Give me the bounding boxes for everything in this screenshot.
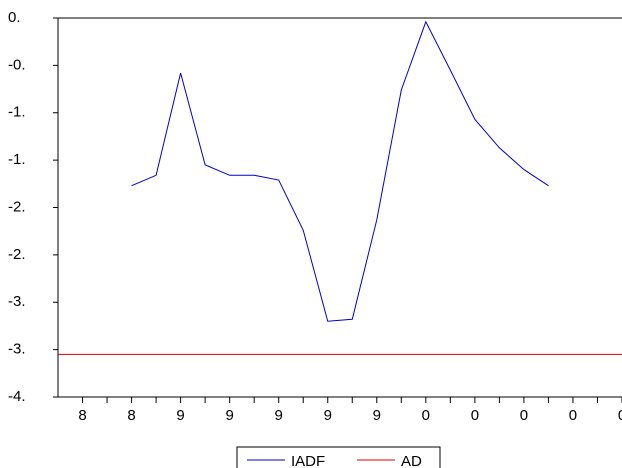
y-tick-label: -3. — [8, 341, 26, 358]
x-tick-label: 0 — [618, 407, 622, 424]
x-tick-label: 0 — [569, 407, 577, 424]
x-tick-label: 8 — [127, 407, 135, 424]
legend-label: IADF — [291, 453, 325, 468]
legend-label: AD — [401, 453, 422, 468]
y-tick-label: -0. — [8, 56, 26, 73]
y-tick-label: -2. — [8, 198, 26, 215]
series-line — [131, 20, 549, 322]
x-tick-label: 9 — [324, 407, 332, 424]
x-tick-label: 0 — [520, 407, 528, 424]
legend-box — [236, 446, 441, 468]
x-tick-label: 9 — [275, 407, 283, 424]
x-tick-label: 9 — [225, 407, 233, 424]
x-tick-label: 9 — [373, 407, 381, 424]
y-tick-label: -2. — [8, 246, 26, 263]
y-tick-label: -1. — [8, 104, 26, 121]
x-tick-label: 0 — [422, 407, 430, 424]
y-tick-label: 0. — [8, 9, 21, 26]
x-tick-label: 8 — [78, 407, 86, 424]
y-tick-label: -4. — [8, 388, 26, 405]
x-tick-label: 9 — [176, 407, 184, 424]
x-tick-label: 0 — [471, 407, 479, 424]
y-tick-label: -3. — [8, 293, 26, 310]
y-tick-label: -1. — [8, 151, 26, 168]
